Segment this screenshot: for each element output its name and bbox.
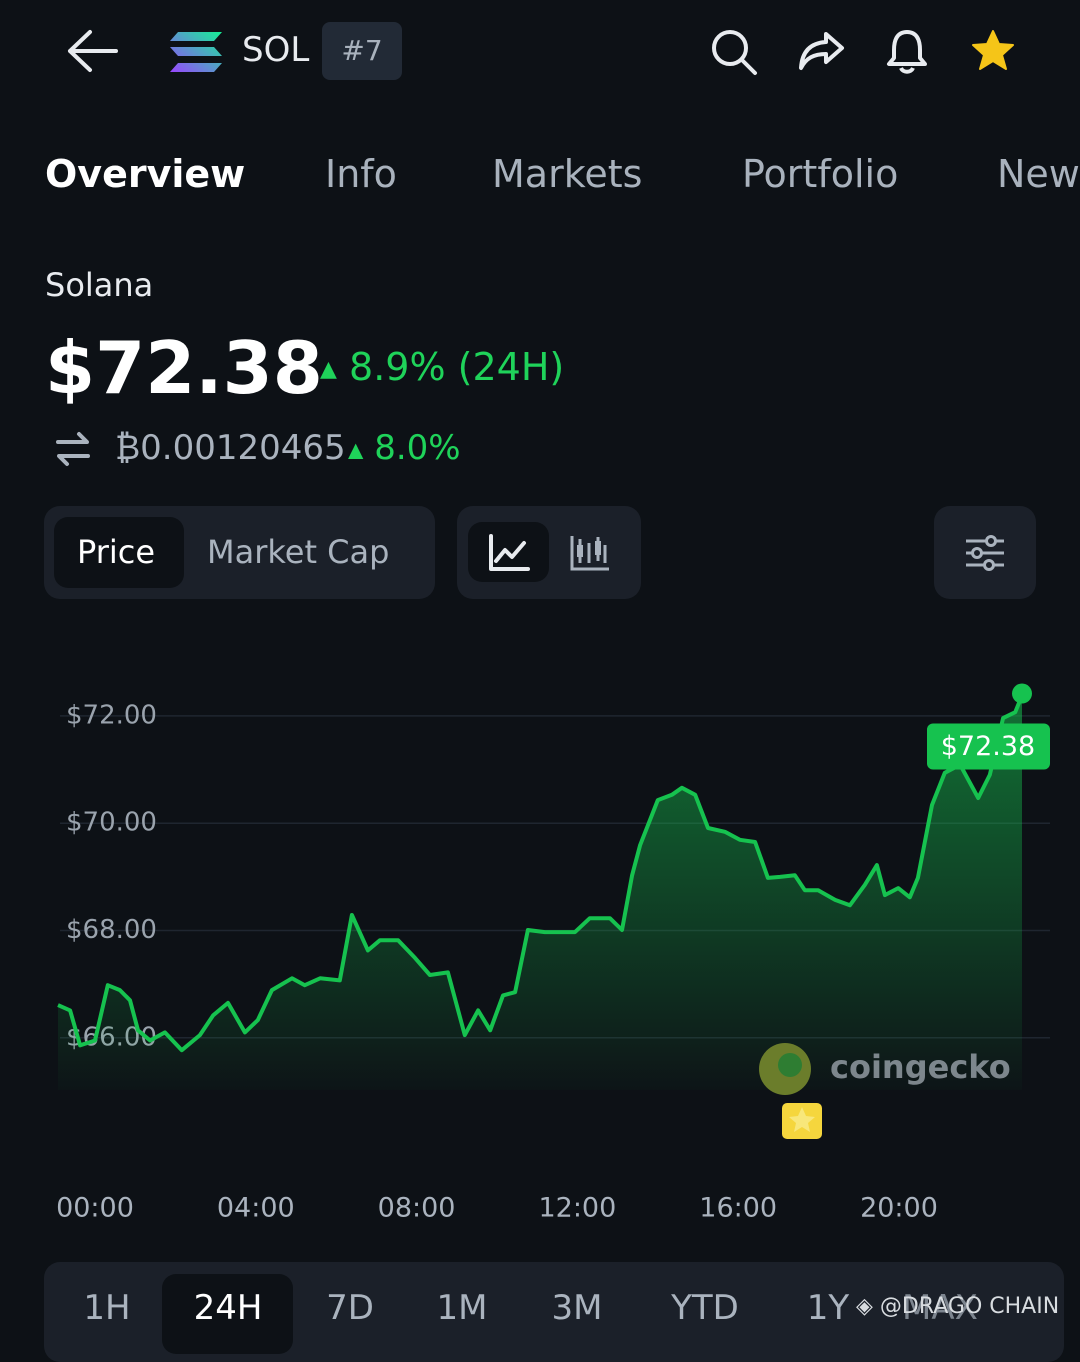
x-tick-label: 20:00 — [860, 1193, 938, 1224]
tab[interactable]: Markets — [492, 152, 643, 196]
last-point — [1012, 683, 1032, 704]
last-value-badge — [927, 723, 1050, 770]
share-button[interactable] — [796, 28, 848, 74]
y-tick-label: $68.00 — [66, 915, 157, 945]
back-button[interactable] — [62, 28, 122, 74]
last-value-label: $72.38 — [941, 731, 1035, 762]
line-chart-button[interactable] — [488, 533, 530, 573]
favorite-button[interactable] — [970, 28, 1016, 74]
range-option[interactable]: 3M — [551, 1288, 603, 1328]
x-tick-label: 16:00 — [699, 1193, 777, 1224]
y-tick-label: $72.00 — [66, 700, 157, 730]
search-button[interactable] — [708, 26, 760, 78]
range-option[interactable]: 1M — [436, 1288, 488, 1328]
range-option[interactable]: YTD — [671, 1288, 739, 1328]
toggle-selected — [54, 517, 184, 588]
x-tick-label: 04:00 — [217, 1193, 295, 1224]
range-option[interactable]: 24H — [193, 1288, 263, 1328]
price-line — [57, 694, 1024, 1053]
change-text: 8.9% (24H) — [349, 345, 565, 389]
price-change: ▲ 8.9% (24H) — [320, 345, 565, 389]
rank-badge: #7 — [322, 22, 402, 80]
x-tick-label: 08:00 — [378, 1193, 456, 1224]
price-chart: $66.00$68.00$70.00$72.0000:0004:0008:001… — [56, 683, 1050, 1224]
btc-change: ▲ 8.0% — [348, 428, 461, 468]
page: SOL #7 Overview Info Markets Portfolio N… — [44, 22, 1080, 1362]
x-tick-label: 00:00 — [56, 1193, 134, 1224]
credit-text: @DRAGO CHAIN — [879, 1294, 1060, 1319]
candle-chart-button[interactable] — [569, 533, 611, 573]
watermark: coingecko — [830, 1048, 1011, 1086]
tab[interactable]: Portfolio — [742, 152, 899, 196]
tab[interactable]: Info — [325, 152, 397, 196]
btc-price: ₿0.00120465 — [115, 428, 346, 468]
convert-icon — [56, 432, 90, 466]
range-option[interactable]: 1Y — [806, 1288, 850, 1328]
toggle-option[interactable]: Price — [77, 533, 156, 571]
settings-icon — [966, 535, 1004, 571]
coin-name: Solana — [45, 266, 154, 304]
alert-button[interactable] — [884, 26, 930, 76]
y-tick-label: $70.00 — [66, 808, 157, 838]
coingecko-logo — [759, 1043, 822, 1139]
sol-logo — [170, 32, 222, 72]
range-option[interactable]: MAX — [902, 1288, 978, 1328]
range-option[interactable]: 1H — [83, 1288, 131, 1328]
tab[interactable]: New — [997, 152, 1080, 196]
change-text: 8.0% — [374, 428, 461, 468]
area-fill — [58, 695, 1022, 1090]
x-tick-label: 12:00 — [538, 1193, 616, 1224]
tab[interactable]: Overview — [45, 152, 246, 196]
range-option[interactable]: 7D — [326, 1288, 374, 1328]
toggle-option[interactable]: Market Cap — [207, 533, 390, 571]
credit-watermark: ◈ @DRAGO CHAIN — [856, 1294, 1060, 1319]
price: $72.38 — [45, 326, 323, 410]
symbol: SOL — [242, 30, 310, 70]
